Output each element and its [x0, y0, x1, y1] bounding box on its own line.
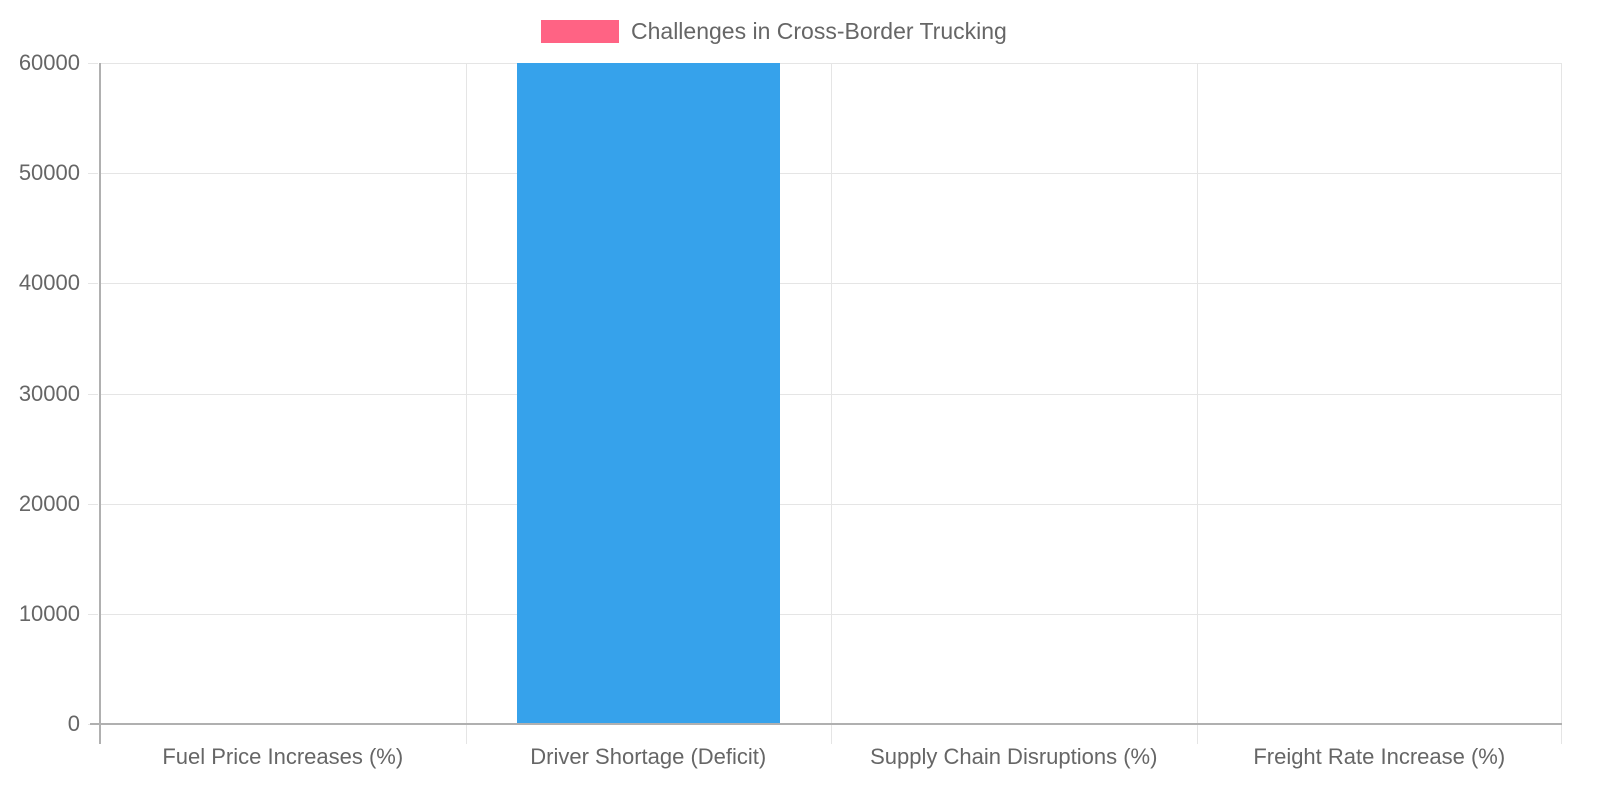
gridline-vertical: [1561, 63, 1562, 744]
legend-label: Challenges in Cross-Border Trucking: [631, 17, 1007, 44]
y-tick-label: 30000: [18, 380, 80, 406]
x-tick-label: Supply Chain Disruptions (%): [870, 744, 1158, 769]
chart-legend[interactable]: Challenges in Cross-Border Trucking: [541, 17, 1007, 44]
y-tick-mark: [88, 503, 98, 505]
bar-driver-shortage-deficit[interactable]: [516, 63, 780, 724]
y-tick-label: 50000: [18, 160, 80, 186]
gridline-vertical: [831, 63, 832, 744]
y-tick-label: 60000: [18, 50, 80, 75]
y-tick-mark: [88, 173, 98, 175]
legend-swatch: [541, 19, 619, 43]
y-tick-label: 20000: [18, 490, 80, 516]
y-tick-mark: [88, 613, 98, 615]
gridline-vertical: [465, 63, 467, 744]
y-tick-label: 40000: [18, 270, 80, 296]
x-axis-line: [90, 723, 1562, 725]
plot-area: [88, 63, 1562, 744]
x-tick-label: Freight Rate Increase (%): [1253, 744, 1506, 769]
y-tick-mark: [88, 63, 98, 64]
y-tick-mark: [88, 393, 98, 395]
x-tick-label: Driver Shortage (Deficit): [530, 744, 767, 769]
y-tick-mark: [88, 283, 98, 285]
y-tick-label: 10000: [18, 600, 80, 626]
y-axis-line: [99, 63, 101, 744]
x-tick-label: Fuel Price Increases (%): [162, 744, 404, 769]
y-tick-label: 0: [67, 711, 80, 736]
gridline-vertical: [1196, 63, 1198, 744]
